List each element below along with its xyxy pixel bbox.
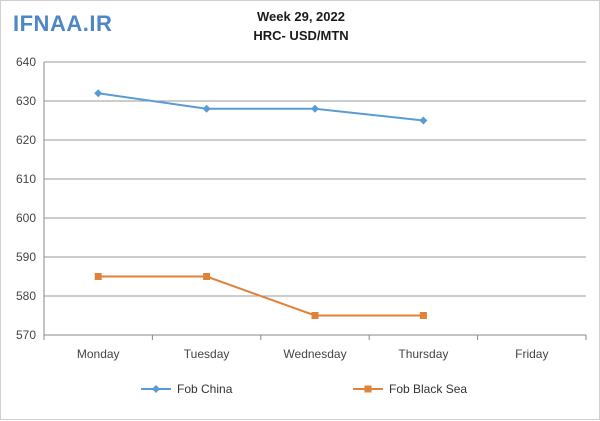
y-tick-label: 600 — [16, 211, 36, 225]
x-tick-label: Thursday — [398, 347, 448, 361]
y-tick-label: 640 — [16, 55, 36, 69]
legend-label: Fob Black Sea — [389, 382, 467, 396]
x-tick-label: Friday — [515, 347, 548, 361]
y-tick-label: 630 — [16, 94, 36, 108]
data-point — [311, 312, 319, 319]
legend-marker — [364, 385, 372, 393]
x-tick-label: Monday — [77, 347, 120, 361]
legend-marker — [152, 385, 160, 393]
data-point — [419, 312, 427, 319]
y-tick-label: 610 — [16, 172, 36, 186]
series-line-2 — [98, 275, 424, 317]
data-point — [94, 273, 102, 280]
x-tick-label: Tuesday — [184, 347, 230, 361]
data-point — [419, 116, 428, 125]
y-tick-label: 590 — [16, 250, 36, 264]
y-tick-label: 580 — [16, 289, 36, 303]
x-tick-label: Wednesday — [283, 347, 346, 361]
chart-subtitle: HRC- USD/MTN — [253, 28, 349, 43]
data-point — [202, 104, 211, 113]
chart-title: Week 29, 2022 — [257, 9, 345, 24]
data-point — [94, 89, 103, 98]
data-point — [311, 104, 319, 113]
y-tick-label: 620 — [16, 133, 36, 147]
y-tick-label: 570 — [16, 328, 36, 342]
series-line-1 — [98, 92, 424, 122]
data-point — [203, 273, 211, 280]
watermark-logo: IFNAA.IR — [13, 11, 113, 36]
legend-label: Fob China — [177, 382, 233, 396]
